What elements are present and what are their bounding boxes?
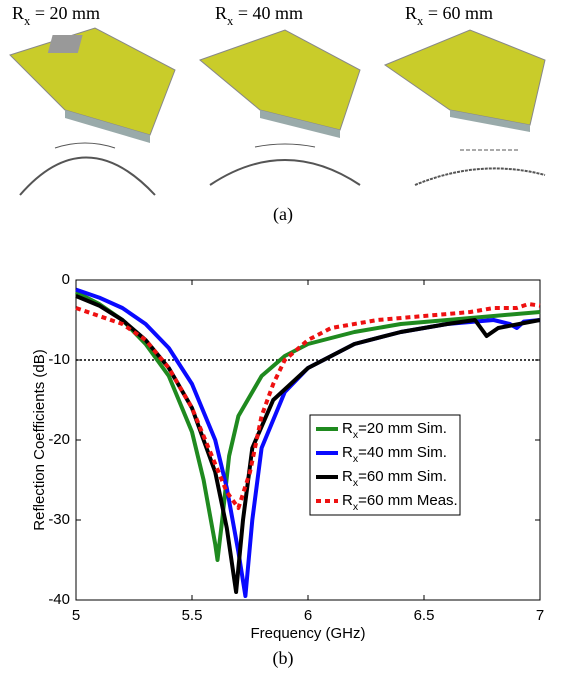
antenna-patch bbox=[48, 35, 83, 53]
antenna-profile bbox=[55, 143, 115, 148]
plot-area bbox=[76, 280, 540, 600]
x-tick-label: 7 bbox=[536, 607, 544, 624]
antenna-profile bbox=[415, 168, 545, 185]
x-tick-label: 5 bbox=[72, 607, 80, 624]
antenna-profile bbox=[210, 160, 360, 185]
x-tick-label: 6.5 bbox=[414, 607, 435, 624]
x-axis-label: Frequency (GHz) bbox=[250, 625, 365, 642]
antenna-surface bbox=[385, 30, 545, 125]
antenna-profile bbox=[20, 158, 155, 196]
x-tick-label: 5.5 bbox=[182, 607, 203, 624]
top-label: Rx = 60 mm bbox=[405, 3, 493, 28]
antenna-renderings bbox=[10, 28, 545, 195]
x-tick-label: 6 bbox=[304, 607, 312, 624]
y-axis-label: Reflection Coefficients (dB) bbox=[31, 349, 48, 530]
y-tick-label: -40 bbox=[48, 591, 70, 608]
y-tick-label: -10 bbox=[48, 351, 70, 368]
y-tick-label: -20 bbox=[48, 431, 70, 448]
y-tick-label: -30 bbox=[48, 511, 70, 528]
caption: (a) bbox=[273, 204, 293, 225]
caption: (b) bbox=[273, 648, 294, 669]
y-tick-label: 0 bbox=[62, 271, 70, 288]
top-label: Rx = 20 mm bbox=[12, 3, 100, 28]
top-label: Rx = 40 mm bbox=[215, 3, 303, 28]
figure: Rx = 20 mm Rx = 40 mm Rx = 60 mm (a) (b)… bbox=[0, 0, 562, 673]
antenna-profile bbox=[255, 144, 315, 147]
